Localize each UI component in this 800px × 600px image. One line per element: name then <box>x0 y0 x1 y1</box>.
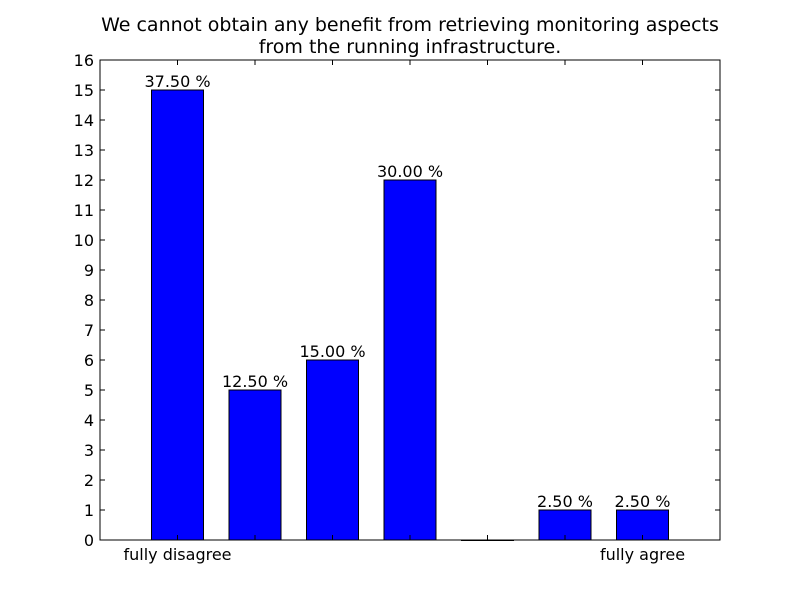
bar <box>538 509 592 541</box>
y-tick-label: 15 <box>74 81 94 100</box>
x-tick-label: fully disagree <box>123 545 231 564</box>
y-tick-label: 10 <box>74 231 94 250</box>
bar <box>151 89 204 541</box>
y-tick-label: 16 <box>74 51 94 70</box>
plot-frame <box>99 59 721 541</box>
y-tick-label: 9 <box>84 261 94 280</box>
chart-title-line-2: from the running infrastructure. <box>259 36 562 58</box>
y-tick-label: 11 <box>74 201 94 220</box>
y-tick-label: 12 <box>74 171 94 190</box>
y-tick-label: 2 <box>84 471 94 490</box>
bar-data-label: 2.50 % <box>615 492 671 511</box>
y-tick-label: 4 <box>84 411 94 430</box>
bar <box>228 389 282 541</box>
bar-data-label: 12.50 % <box>222 372 288 391</box>
y-tick-label: 13 <box>74 141 94 160</box>
y-tick-label: 6 <box>84 351 94 370</box>
bar-data-label: 30.00 % <box>377 162 443 181</box>
y-tick-label: 8 <box>84 291 94 310</box>
bar-data-label: 37.50 % <box>144 72 210 91</box>
bars-group: 37.50 % 12.50 % 15.00 % 30.00 % 2.50 % 2.50 % <box>144 72 670 541</box>
x-tick-label: fully agree <box>600 545 685 564</box>
y-tick-label: 5 <box>84 381 94 400</box>
y-tick-label: 1 <box>84 501 94 520</box>
bar-data-label: 2.50 % <box>537 492 593 511</box>
bar-data-label: 15.00 % <box>299 342 365 361</box>
chart-title-line-1: We cannot obtain any benefit from retrie… <box>101 14 719 36</box>
y-tick-label: 7 <box>84 321 94 340</box>
y-tick-label: 14 <box>74 111 94 130</box>
bar <box>383 179 437 541</box>
x-axis: fully disagree fully agree <box>123 60 685 564</box>
y-tick-label: 0 <box>84 531 94 550</box>
y-tick-label: 3 <box>84 441 94 460</box>
bar <box>306 359 359 541</box>
